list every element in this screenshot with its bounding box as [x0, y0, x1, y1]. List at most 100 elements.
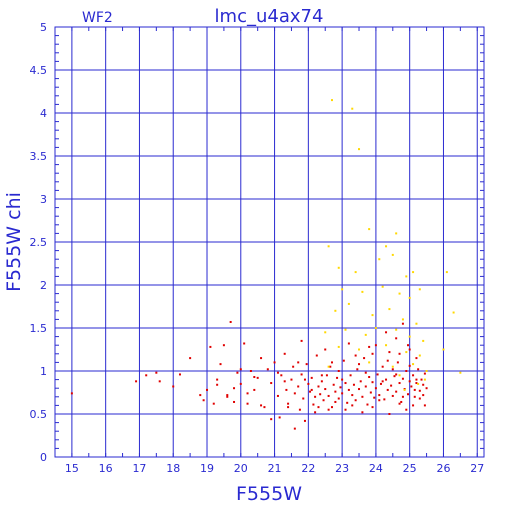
data-point-red [273, 361, 276, 364]
data-point-yellow [403, 388, 406, 391]
data-point-yellow [385, 344, 388, 347]
data-point-red [412, 374, 415, 377]
data-point-red [253, 376, 256, 379]
data-point-red [371, 352, 374, 355]
data-point-red [329, 365, 332, 368]
data-point-red [189, 357, 192, 360]
data-point-red [408, 364, 411, 367]
data-point-red [342, 359, 345, 362]
data-point-yellow [337, 345, 340, 348]
data-point-yellow [354, 271, 357, 274]
data-point-yellow [445, 271, 448, 274]
data-point-red [330, 406, 333, 409]
data-point-red [381, 365, 384, 368]
data-point-red [413, 388, 416, 391]
y-tick-label: 4.5 [30, 64, 48, 77]
data-point-red [425, 387, 428, 390]
data-point-red [209, 345, 212, 348]
data-point-red [285, 388, 288, 391]
data-point-red [354, 354, 357, 357]
data-point-red [418, 389, 421, 392]
data-point-yellow [378, 258, 381, 261]
data-point-red [344, 382, 347, 385]
tick-marks [55, 26, 484, 458]
data-point-red [233, 387, 236, 390]
data-point-red [352, 383, 355, 386]
data-point-yellow [358, 348, 361, 351]
data-point-red [270, 418, 273, 421]
data-point-yellow [442, 348, 445, 351]
y-tick-label: 4 [40, 107, 47, 120]
data-point-yellow [371, 314, 374, 317]
data-point-red [395, 373, 398, 376]
data-point-yellow [347, 302, 350, 305]
data-point-red [199, 394, 202, 397]
data-point-red [202, 399, 205, 402]
data-point-red [314, 395, 317, 398]
x-tick-label: 18 [166, 462, 180, 475]
data-point-red [390, 384, 393, 387]
data-point-red [309, 390, 312, 393]
data-point-red [401, 395, 404, 398]
data-point-red [314, 411, 317, 414]
data-point-yellow [395, 232, 398, 235]
data-point-yellow [422, 339, 425, 342]
data-point-red [297, 385, 300, 388]
data-point-red [408, 380, 411, 383]
data-point-yellow [385, 245, 388, 248]
data-point-red [172, 385, 175, 388]
data-point-red [385, 378, 388, 381]
data-point-red [300, 339, 303, 342]
data-point-red [341, 378, 344, 381]
data-point-red [303, 419, 306, 422]
data-point-red [385, 331, 388, 334]
x-tick-label: 16 [99, 462, 113, 475]
data-point-red [358, 363, 361, 366]
data-point-red [260, 357, 263, 360]
data-point-red [410, 385, 413, 388]
data-point-red [327, 394, 330, 397]
data-point-red [388, 351, 391, 354]
data-point-red [300, 373, 303, 376]
data-point-red [303, 378, 306, 381]
data-point-red [423, 404, 426, 407]
data-point-red [412, 404, 415, 407]
data-point-red [405, 408, 408, 411]
data-point-red [379, 382, 382, 385]
y-tick-label: 0 [40, 451, 47, 464]
data-point-red [359, 380, 362, 383]
x-tick-label: 24 [369, 462, 383, 475]
data-point-red [249, 370, 252, 372]
data-point-red [401, 377, 404, 380]
data-point-yellow [415, 322, 418, 325]
data-point-red [327, 408, 330, 411]
data-point-red [368, 345, 371, 348]
data-point-yellow [330, 99, 333, 102]
data-point-red [216, 378, 219, 381]
data-point-red [395, 390, 398, 393]
data-point-red [339, 386, 342, 389]
data-points [70, 99, 462, 430]
data-point-yellow [368, 361, 371, 364]
data-point-red [422, 394, 425, 397]
data-point-red [263, 406, 266, 409]
data-point-yellow [423, 378, 426, 381]
data-point-red [253, 388, 256, 391]
data-point-red [349, 374, 352, 377]
data-point-red [376, 373, 379, 376]
data-point-yellow [324, 331, 327, 334]
data-point-red [422, 383, 425, 386]
data-point-red [233, 400, 236, 403]
data-point-red [206, 388, 209, 391]
y-tick-label: 3 [40, 193, 47, 206]
data-point-red [398, 402, 401, 405]
data-point-yellow [381, 285, 384, 288]
x-tick-label: 22 [301, 462, 315, 475]
data-point-red [373, 396, 376, 399]
data-point-red [374, 344, 377, 347]
data-point-red [378, 394, 381, 397]
data-point-red [386, 359, 389, 362]
data-point-red [212, 402, 215, 405]
data-point-red [305, 363, 308, 366]
data-point-yellow [398, 292, 401, 295]
